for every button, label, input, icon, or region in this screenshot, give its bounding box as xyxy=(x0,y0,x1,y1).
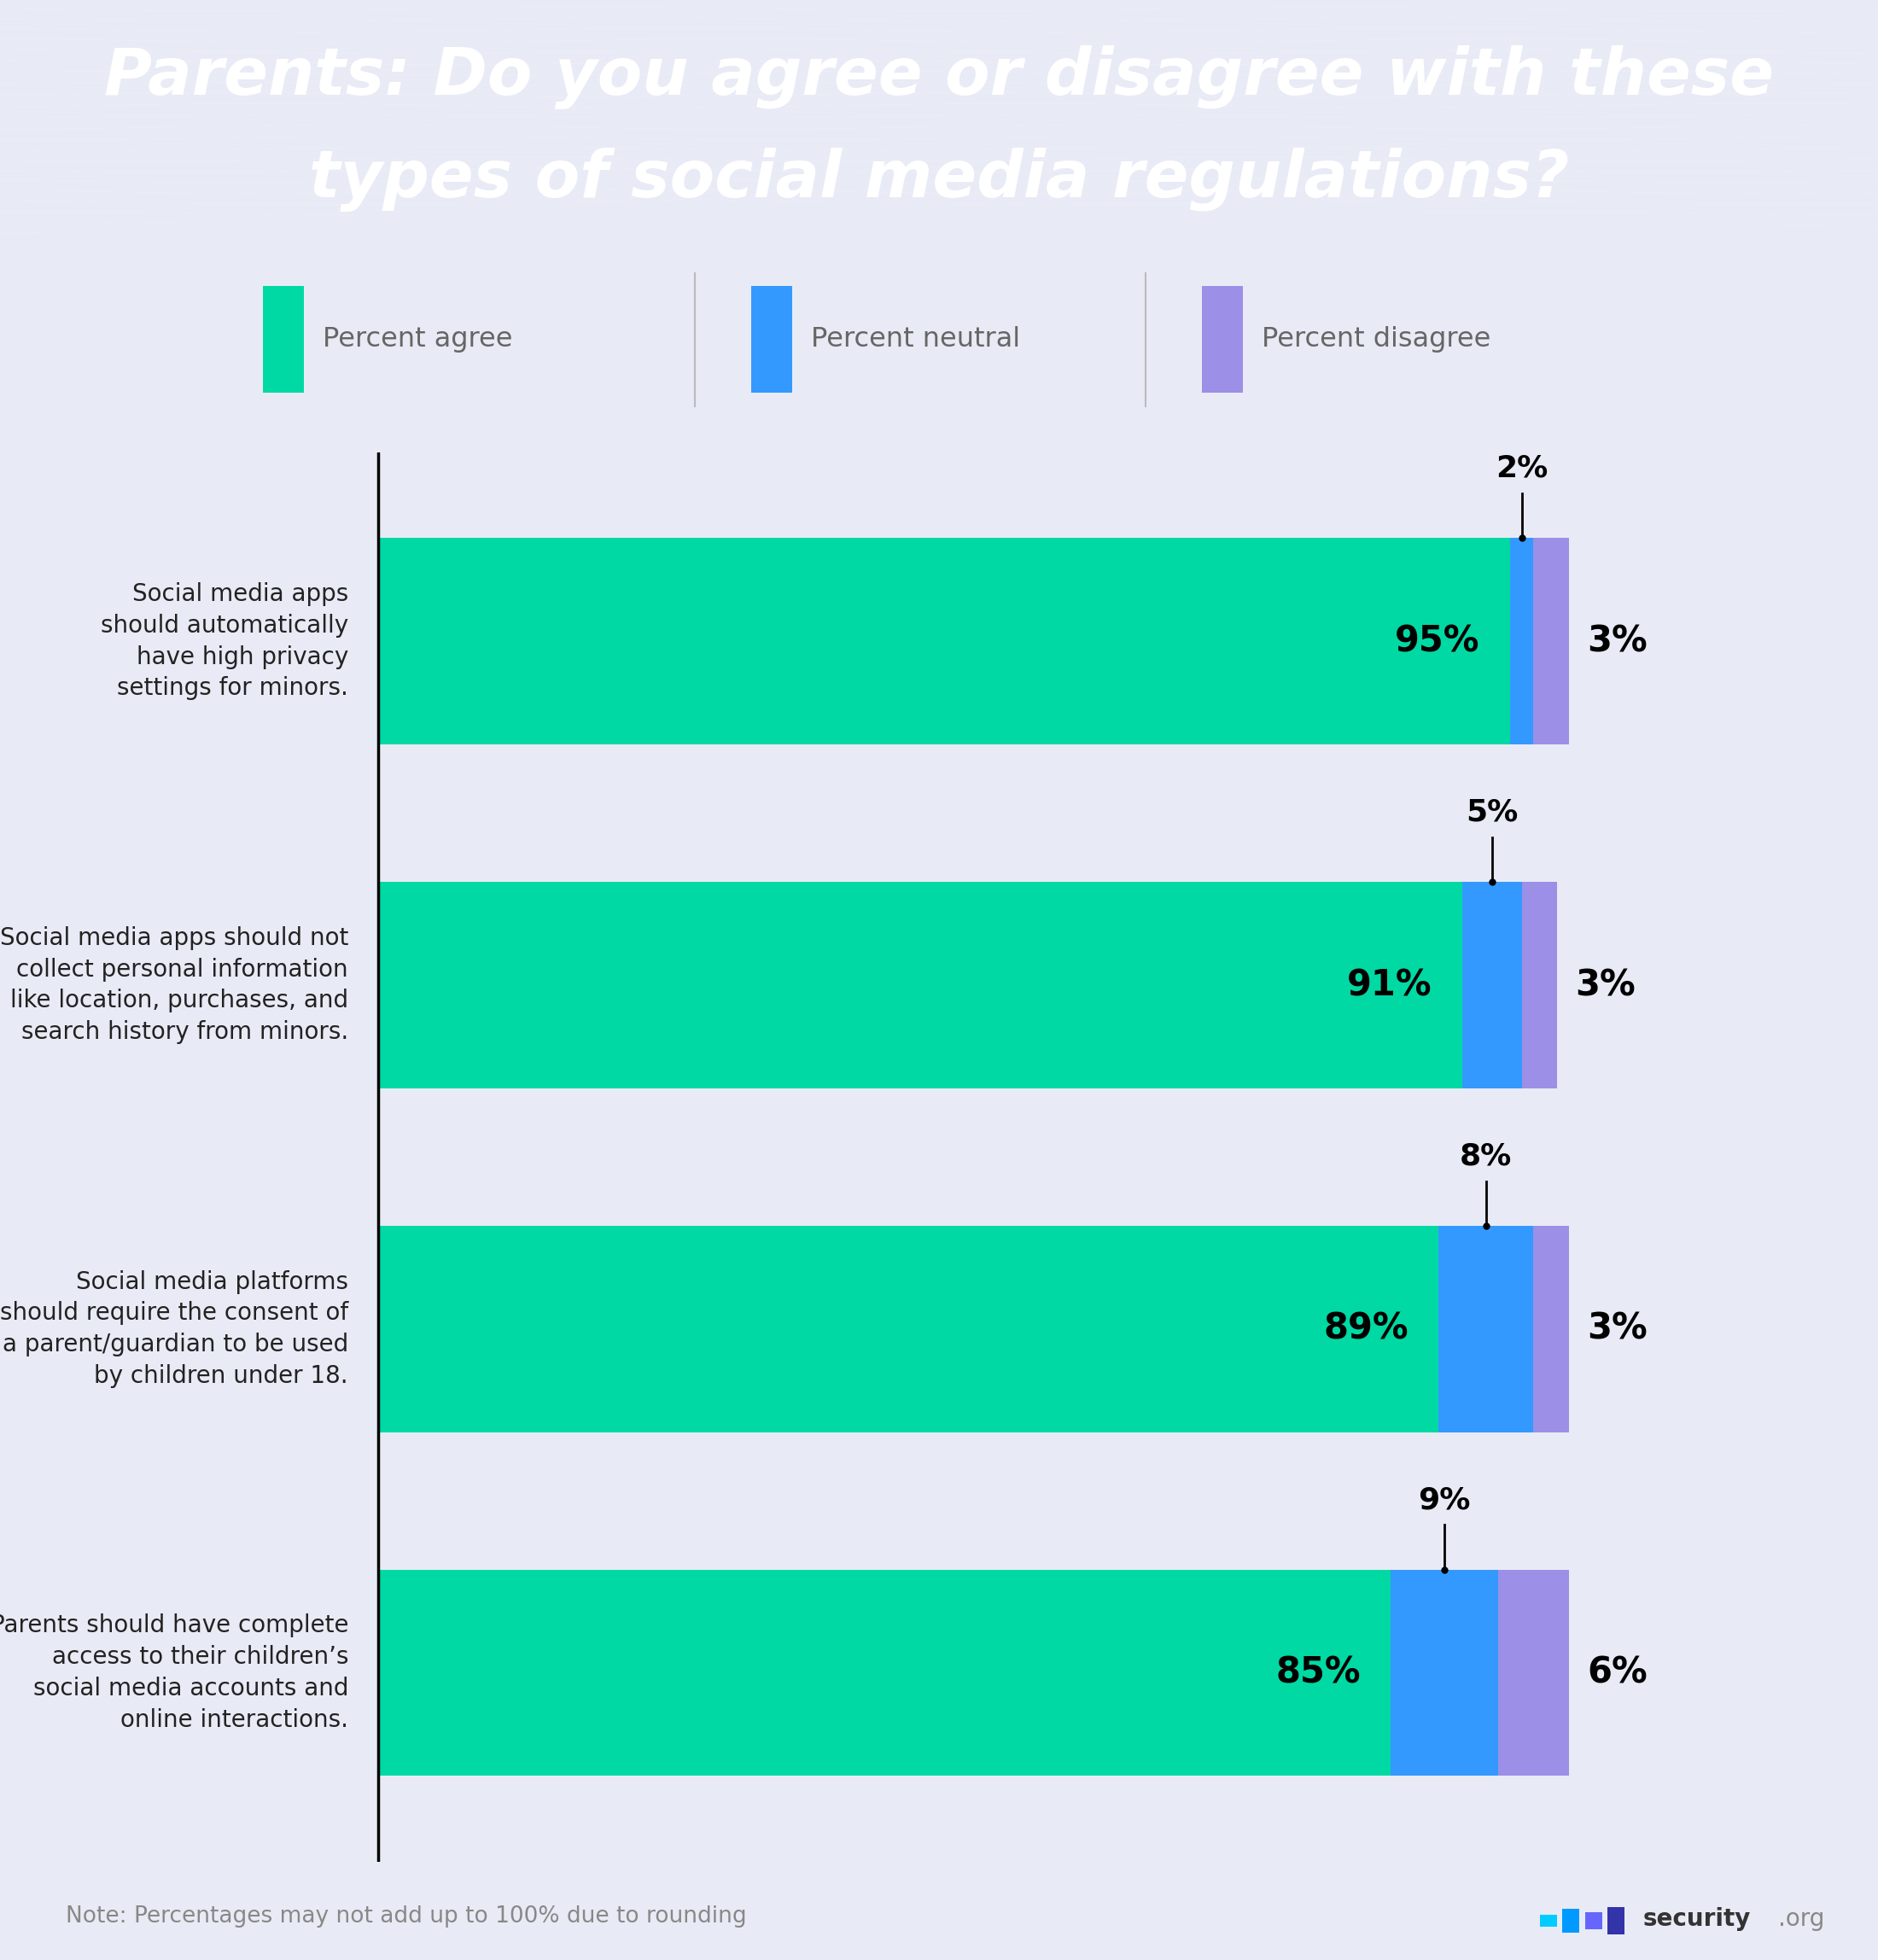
FancyBboxPatch shape xyxy=(1562,1909,1579,1933)
Text: 2%: 2% xyxy=(1495,455,1547,482)
Bar xyxy=(1521,882,1557,1088)
Text: Note: Percentages may not add up to 100% due to rounding: Note: Percentages may not add up to 100%… xyxy=(66,1905,747,1929)
Text: Percent neutral: Percent neutral xyxy=(811,325,1020,353)
Text: 95%: 95% xyxy=(1395,623,1480,659)
Bar xyxy=(377,882,1463,1088)
Text: Social media platforms
should require the consent of
a parent/guardian to be use: Social media platforms should require th… xyxy=(0,1270,347,1388)
Text: 3%: 3% xyxy=(1576,966,1636,1004)
Text: 9%: 9% xyxy=(1418,1486,1470,1515)
Bar xyxy=(1510,539,1534,745)
FancyBboxPatch shape xyxy=(751,286,793,392)
FancyBboxPatch shape xyxy=(1585,1913,1602,1929)
Text: 6%: 6% xyxy=(1587,1654,1647,1691)
Text: 8%: 8% xyxy=(1459,1143,1512,1170)
FancyBboxPatch shape xyxy=(1608,1907,1624,1935)
Bar xyxy=(1499,1570,1570,1776)
Text: types of social media regulations?: types of social media regulations? xyxy=(308,147,1570,212)
Bar xyxy=(1390,1570,1499,1776)
Text: Parents should have complete
access to their children’s
social media accounts an: Parents should have complete access to t… xyxy=(0,1613,347,1733)
Bar xyxy=(377,539,1510,745)
Bar xyxy=(377,1570,1390,1776)
Bar xyxy=(1439,1225,1534,1433)
Bar xyxy=(377,1225,1439,1433)
Text: security: security xyxy=(1643,1907,1750,1931)
Text: 5%: 5% xyxy=(1465,798,1517,827)
Text: Percent disagree: Percent disagree xyxy=(1262,325,1491,353)
Text: Social media apps
should automatically
have high privacy
settings for minors.: Social media apps should automatically h… xyxy=(101,582,347,700)
Text: .org: .org xyxy=(1778,1907,1825,1931)
Text: 91%: 91% xyxy=(1347,966,1433,1004)
Text: 89%: 89% xyxy=(1324,1311,1408,1347)
Bar xyxy=(1534,1225,1570,1433)
FancyBboxPatch shape xyxy=(1540,1915,1557,1927)
FancyBboxPatch shape xyxy=(1202,286,1243,392)
Text: 3%: 3% xyxy=(1587,1311,1647,1347)
Text: Social media apps should not
collect personal information
like location, purchas: Social media apps should not collect per… xyxy=(0,925,347,1045)
Bar xyxy=(1534,539,1570,745)
Text: 3%: 3% xyxy=(1587,623,1647,659)
Bar xyxy=(1463,882,1521,1088)
Text: Parents: Do you agree or disagree with these: Parents: Do you agree or disagree with t… xyxy=(103,45,1775,110)
Text: 85%: 85% xyxy=(1275,1654,1362,1691)
Text: Percent agree: Percent agree xyxy=(323,325,513,353)
FancyBboxPatch shape xyxy=(263,286,304,392)
